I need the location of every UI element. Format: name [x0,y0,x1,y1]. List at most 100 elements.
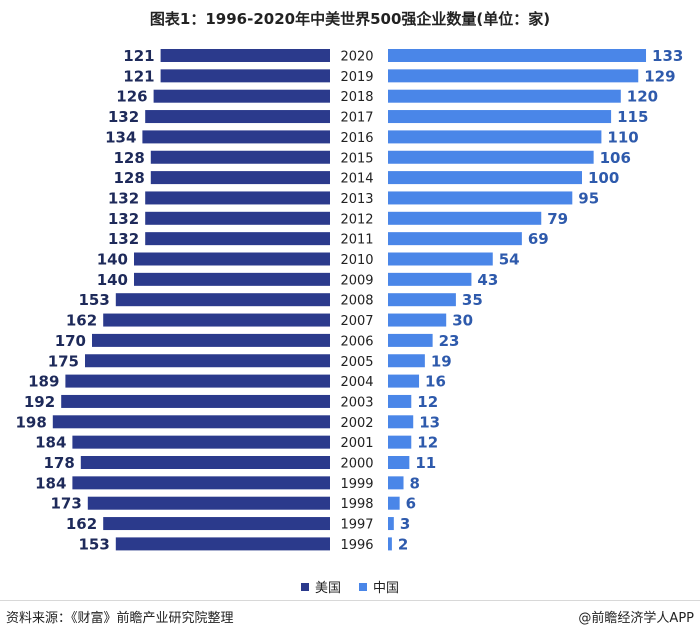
bar-china-2019 [388,69,639,83]
bar-china-1997 [388,517,394,531]
value-label-usa-2019: 121 [123,67,154,85]
legend-item-china: 中国 [359,577,399,596]
bar-china-2015 [388,150,594,164]
value-label-china-2015: 106 [600,149,631,167]
value-label-usa-2012: 132 [108,210,139,228]
value-label-usa-2014: 128 [113,169,144,187]
year-label-2010: 2010 [340,253,373,268]
chart-title: 图表1：1996-2020年中美世界500强企业数量(单位：家) [149,10,551,28]
value-label-usa-2018: 126 [116,88,147,106]
bar-usa-2019 [160,69,330,83]
value-label-usa-2005: 175 [48,352,79,370]
year-label-2014: 2014 [340,172,373,187]
year-label-2005: 2005 [340,355,373,370]
bar-usa-2015 [150,150,330,164]
bar-usa-2002 [52,415,331,429]
value-label-china-2017: 115 [617,108,648,126]
year-label-2017: 2017 [340,111,373,126]
bar-usa-2010 [134,252,330,266]
bar-china-2002 [388,415,414,429]
bar-china-2020 [388,49,647,62]
bar-china-2000 [388,456,410,469]
bar-china-2014 [388,171,582,185]
value-label-usa-2007: 162 [66,312,97,330]
value-label-china-2005: 19 [431,352,452,370]
value-label-china-2003: 12 [417,393,438,411]
value-label-china-2012: 79 [547,210,568,228]
bar-usa-1998 [87,496,330,510]
bar-usa-2011 [145,232,330,246]
value-label-usa-2015: 128 [113,149,144,167]
value-label-china-1997: 3 [400,515,410,533]
value-label-china-2008: 35 [462,291,483,309]
value-label-usa-2010: 140 [97,251,128,269]
value-label-china-2018: 120 [627,88,658,106]
bar-china-2017 [388,110,612,124]
value-label-usa-2008: 153 [78,291,109,309]
year-label-2000: 2000 [340,457,373,472]
year-label-1996: 1996 [340,538,373,553]
bar-china-2012 [388,211,542,225]
bar-china-2008 [388,293,456,307]
value-label-china-2020: 133 [652,47,683,65]
bar-usa-1997 [103,517,330,531]
legend-label-usa: 美国 [314,581,341,596]
bar-usa-2013 [145,191,330,205]
value-label-china-2011: 69 [528,230,549,248]
bar-usa-2003 [61,394,330,408]
year-label-2015: 2015 [340,151,373,166]
value-label-usa-2001: 184 [35,434,66,452]
bar-china-2013 [388,191,573,205]
year-label-2008: 2008 [340,294,373,309]
bar-china-2016 [388,130,602,144]
footer-divider [0,600,700,601]
year-label-2009: 2009 [340,273,373,288]
bar-china-2001 [388,435,412,449]
value-label-china-2007: 30 [452,312,473,330]
year-label-1997: 1997 [340,518,373,533]
bar-china-1996 [388,537,392,551]
value-label-china-1999: 8 [410,474,420,492]
year-label-2013: 2013 [340,192,373,207]
year-label-2020: 2020 [340,50,373,65]
bar-usa-2007 [103,313,330,327]
value-label-china-2002: 13 [419,413,440,431]
value-label-china-2013: 95 [578,189,599,207]
year-label-1998: 1998 [340,497,373,512]
bar-china-1999 [388,476,404,490]
year-label-2003: 2003 [340,395,373,410]
bar-usa-2000 [80,456,330,469]
year-label-2019: 2019 [340,70,373,85]
bar-usa-1996 [115,537,330,551]
bar-usa-2009 [134,272,330,286]
value-label-usa-2020: 121 [123,47,154,65]
bar-usa-2006 [92,333,330,347]
source-note: 资料来源：《财富》前瞻产业研究院整理 [6,611,234,626]
value-label-usa-1997: 162 [66,515,97,533]
bar-china-2010 [388,252,493,266]
year-label-2001: 2001 [340,436,373,451]
year-label-2007: 2007 [340,314,373,329]
year-label-2016: 2016 [340,131,373,146]
value-label-usa-2013: 132 [108,189,139,207]
legend-swatch-usa [300,582,309,591]
value-label-usa-2009: 140 [97,271,128,289]
value-label-usa-2002: 198 [15,413,46,431]
bar-usa-2016 [142,130,330,144]
value-label-usa-2011: 132 [108,230,139,248]
bar-china-2007 [388,313,447,327]
bar-usa-2004 [65,374,331,388]
bar-china-1998 [388,496,400,510]
year-label-2004: 2004 [340,375,373,390]
value-label-china-2019: 129 [644,67,675,85]
value-label-usa-2000: 178 [43,454,74,472]
bar-usa-2001 [72,435,331,449]
value-label-usa-2017: 132 [108,108,139,126]
bar-china-2009 [388,272,472,286]
year-label-2011: 2011 [340,233,373,248]
value-label-usa-1998: 173 [50,495,81,513]
bar-usa-2018 [153,89,330,103]
value-label-china-2004: 16 [425,373,446,391]
year-label-2006: 2006 [340,334,373,349]
